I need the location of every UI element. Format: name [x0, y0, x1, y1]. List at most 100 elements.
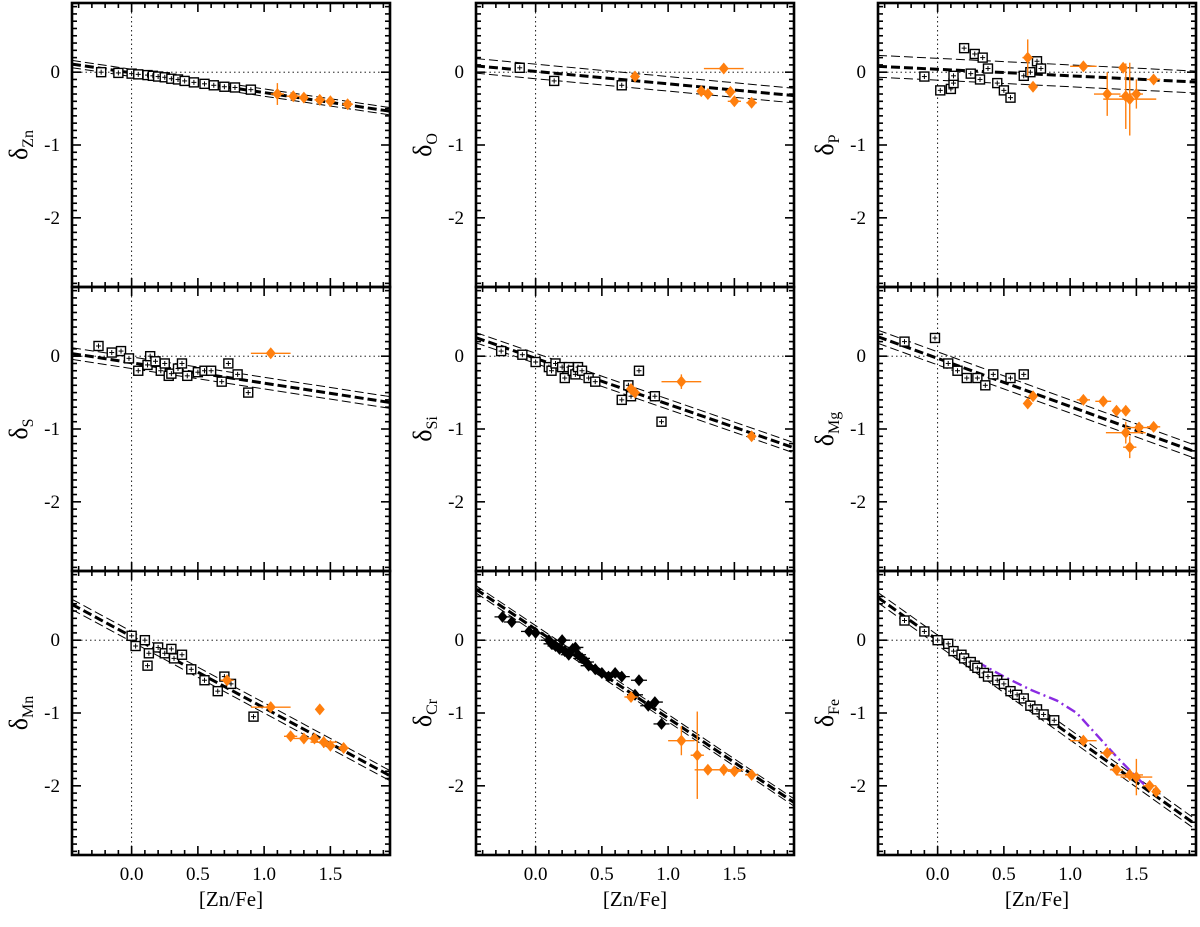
sample-diamond	[325, 95, 336, 108]
y-axis-label-subscript: Cr	[424, 698, 441, 715]
sample-diamond	[1028, 80, 1039, 93]
sample-point	[314, 703, 325, 716]
plot-area-p	[878, 3, 1196, 287]
sample-point	[1129, 79, 1143, 109]
sample-point	[668, 726, 695, 756]
sample-point	[1028, 390, 1039, 403]
y-axis-label-symbol: δ	[4, 148, 33, 160]
y-axis-label-symbol: δ	[4, 718, 33, 730]
sample-diamond	[1078, 60, 1089, 73]
y-axis-label-symbol: δ	[408, 145, 437, 157]
sample-point	[624, 690, 638, 703]
sample-diamond	[285, 730, 296, 743]
reference-point	[961, 372, 972, 384]
reference-point	[943, 358, 954, 369]
reference-point	[199, 78, 210, 90]
sample-point	[1070, 60, 1097, 73]
y-axis-label: δSi	[408, 416, 441, 442]
sample-point	[1070, 734, 1097, 747]
fit-band-lower	[878, 342, 1196, 460]
reference-point	[166, 643, 177, 655]
sample-diamond	[325, 739, 336, 752]
sample-diamond	[314, 703, 325, 716]
x-tick-label: 1.5	[319, 864, 343, 885]
sample-diamond	[676, 734, 687, 747]
sample-point	[1022, 39, 1034, 76]
reference-point	[182, 370, 193, 382]
sample-diamond	[746, 96, 757, 109]
fit-band-lower	[476, 72, 794, 104]
sample-point	[298, 91, 309, 104]
y-axis-label: δZn	[4, 130, 37, 160]
reference-point	[656, 717, 667, 730]
panel-p: 0 -1 -2 δP	[810, 1, 1198, 289]
fit-band-lower	[72, 358, 390, 409]
fit-line	[72, 603, 390, 778]
sample-point	[1022, 397, 1033, 410]
sample-point	[725, 85, 736, 98]
reference-point	[980, 380, 991, 391]
reference-point	[176, 649, 188, 660]
sample-point	[727, 95, 741, 108]
sample-point	[314, 93, 326, 106]
reference-point	[530, 356, 541, 368]
fit-line	[476, 336, 794, 450]
panel-frame	[876, 1, 1198, 289]
reference-point	[495, 345, 507, 357]
sample-point	[1109, 763, 1124, 776]
sample-point	[1028, 80, 1039, 93]
panel-cr: 0 -1 -2 δCr 0.0 0.5 1.0 1.5 [Zn/Fe]	[408, 569, 796, 911]
sample-diamond	[1134, 421, 1145, 434]
y-tick-label: -1	[850, 703, 866, 724]
reference-point	[1018, 369, 1029, 380]
reference-point	[649, 391, 661, 402]
reference-point	[952, 365, 963, 376]
plot-area-cr	[476, 571, 794, 855]
sample-point	[1146, 420, 1161, 433]
x-tick-label: 0.5	[590, 864, 614, 885]
reference-point	[179, 75, 190, 87]
x-tick-label: 1.0	[1058, 864, 1082, 885]
sample-diamond	[630, 70, 640, 83]
reference-point	[205, 365, 217, 376]
sample-diamond	[298, 732, 309, 745]
sample-diamond	[1124, 93, 1135, 106]
reference-point	[530, 626, 541, 639]
y-tick-label: -2	[448, 776, 464, 797]
sample-diamond	[1148, 420, 1159, 433]
y-axis-label: δS	[4, 418, 37, 439]
reference-point	[186, 664, 197, 675]
reference-point	[159, 358, 170, 369]
y-axis-label-subscript: Si	[424, 416, 441, 430]
reference-point	[992, 77, 1003, 89]
sample-point	[661, 374, 702, 389]
fit-band-lower	[476, 342, 794, 454]
y-axis-label-subscript: P	[826, 134, 843, 143]
reference-point	[919, 626, 930, 637]
y-tick-label: -2	[44, 492, 60, 513]
sample-diamond	[1098, 395, 1109, 408]
sample-point	[284, 730, 298, 743]
sample-diamond	[729, 765, 740, 778]
sample-diamond	[1022, 397, 1033, 410]
reference-point	[143, 648, 155, 659]
plot-area-s	[72, 287, 390, 571]
fit-line	[878, 335, 1196, 454]
reference-point	[958, 42, 970, 54]
sample-diamond	[1124, 441, 1135, 454]
panel-si: 0 -1 -2 δSi	[408, 285, 796, 573]
y-axis-label-symbol: δ	[810, 434, 839, 446]
reference-point	[1025, 66, 1036, 78]
sample-diamond	[1131, 88, 1142, 101]
reference-point	[633, 674, 644, 687]
sample-diamond	[746, 430, 757, 443]
sample-point	[250, 701, 291, 714]
sample-diamond	[702, 88, 713, 101]
y-tick-label: 0	[455, 630, 465, 651]
reference-point	[948, 70, 959, 82]
fit-band-upper	[476, 332, 794, 444]
sample-diamond	[288, 90, 299, 103]
sample-point	[1103, 62, 1157, 136]
y-axis-label-subscript: Fe	[826, 699, 843, 715]
